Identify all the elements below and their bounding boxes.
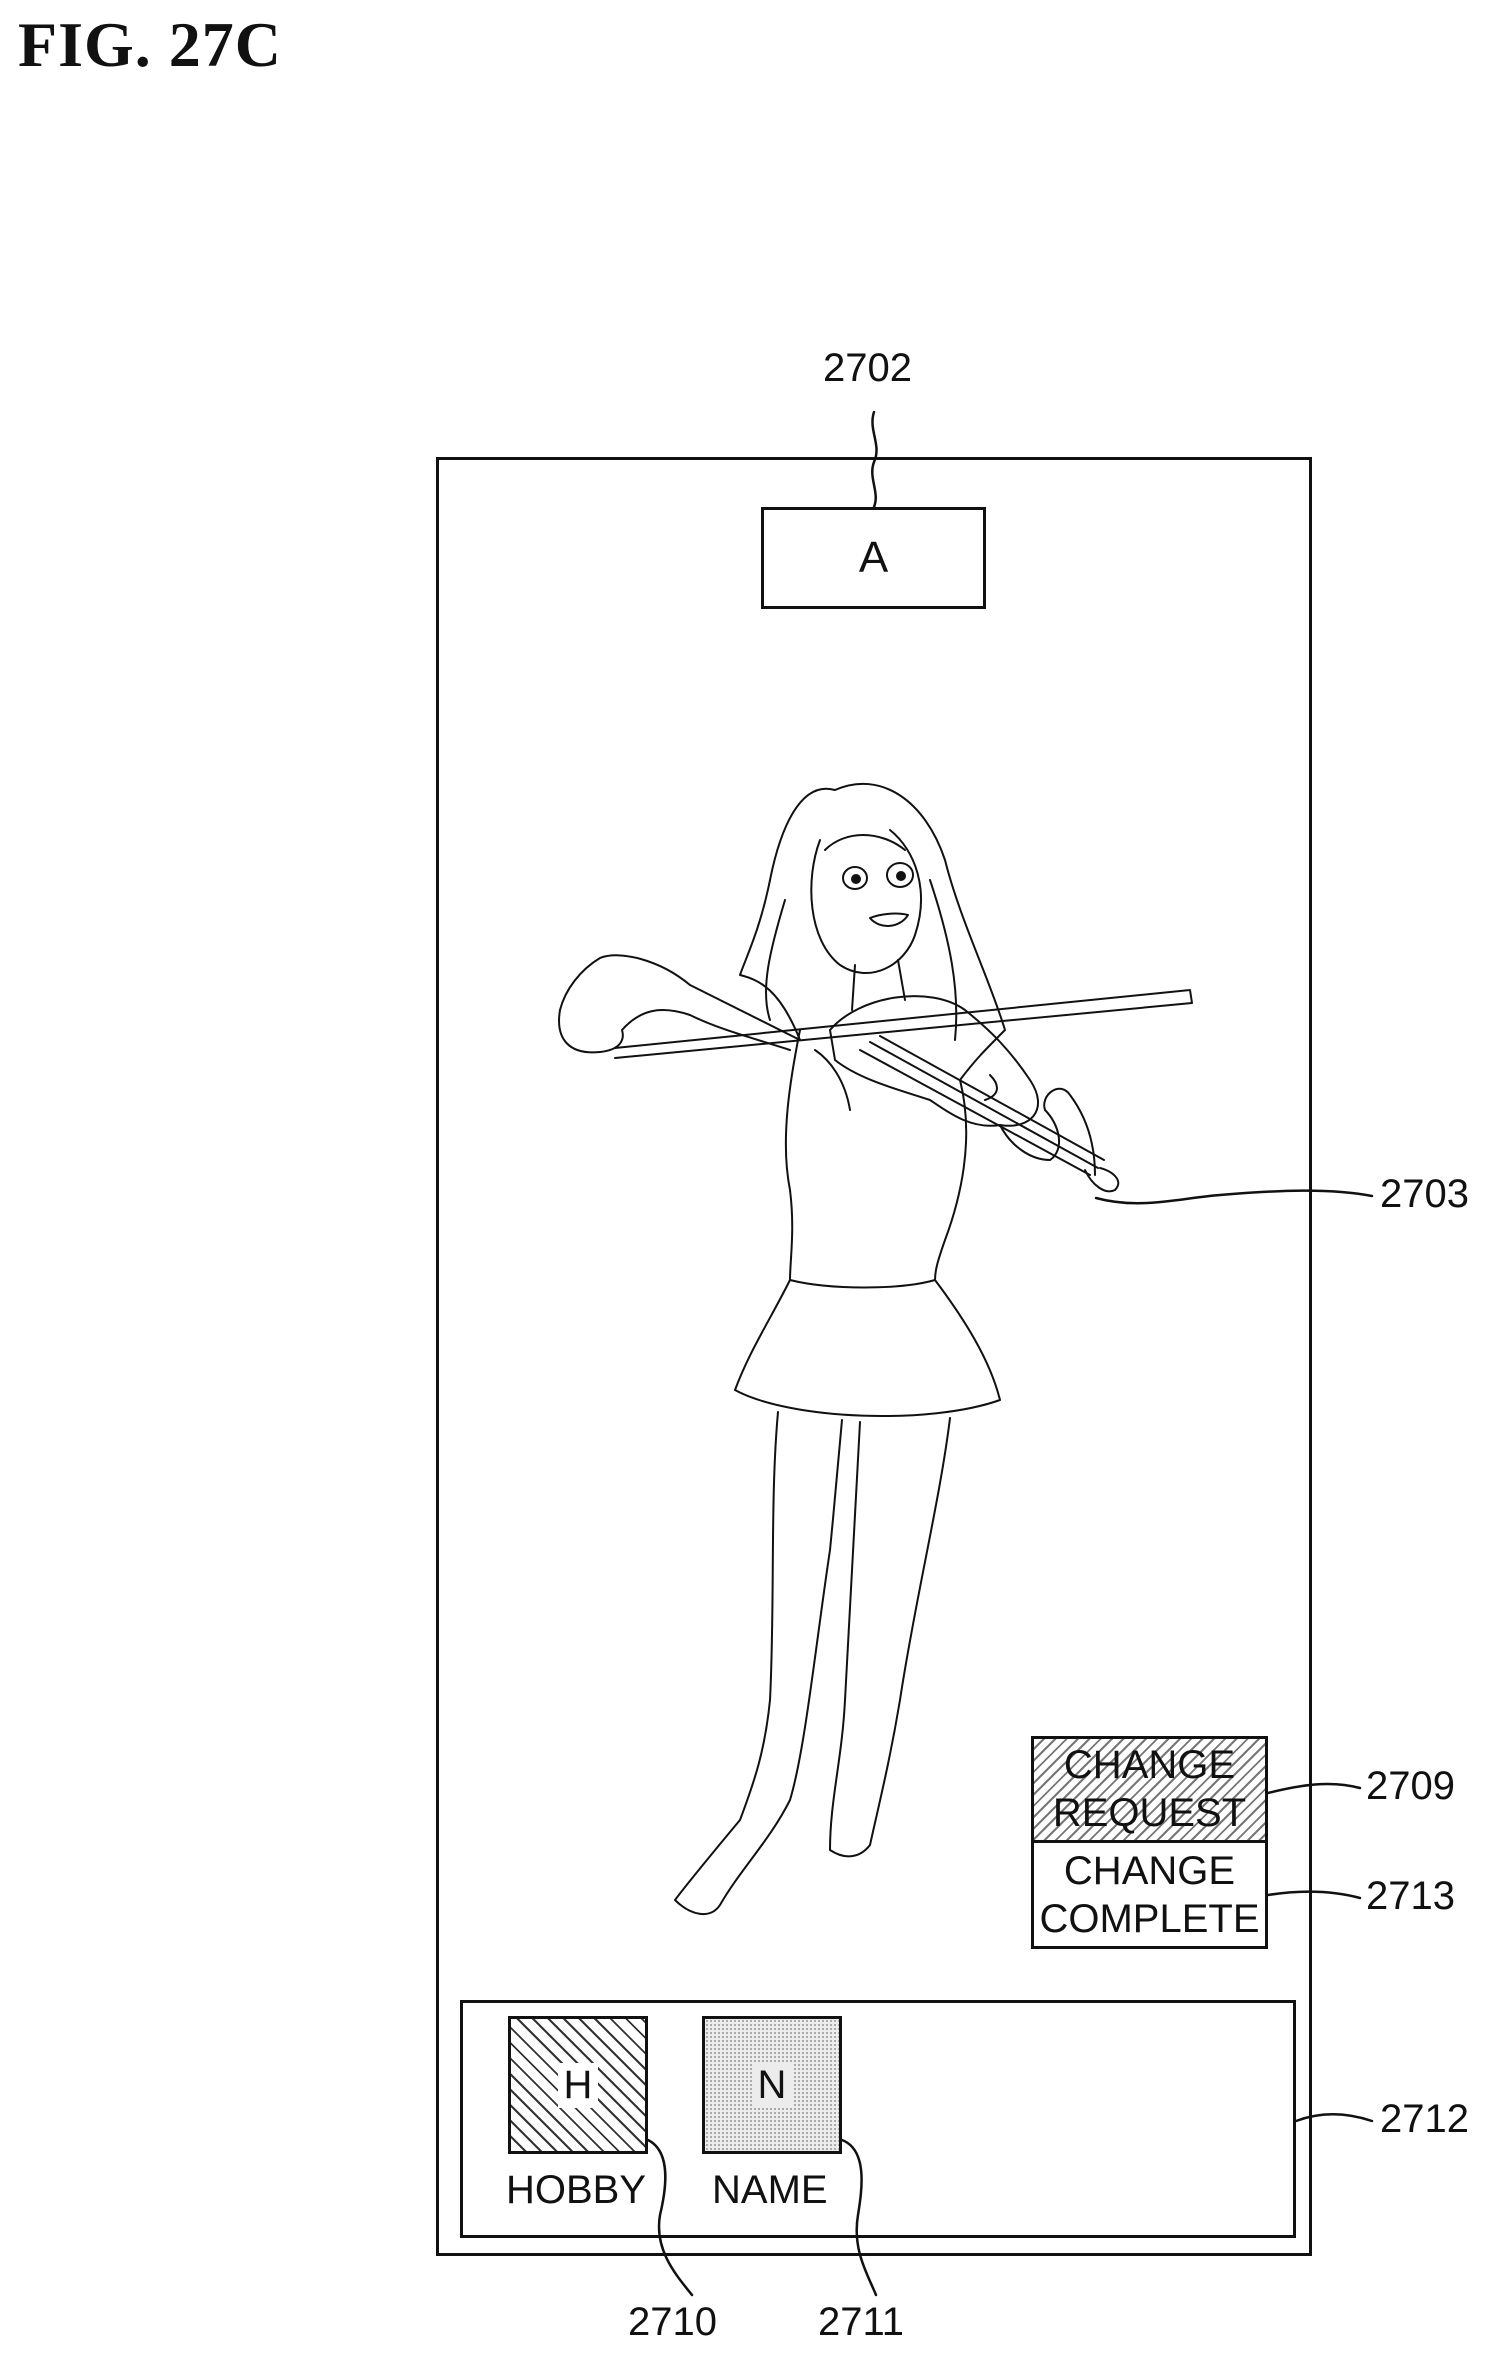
leader-line-2712 xyxy=(1296,2114,1372,2121)
face-outline xyxy=(811,830,921,973)
leader-line-2710 xyxy=(648,2140,692,2295)
ref-2711: 2711 xyxy=(818,2300,904,2345)
ref-2713: 2713 xyxy=(1366,1874,1455,1919)
violin-bow xyxy=(615,990,1192,1058)
hair-outline xyxy=(740,784,1005,1080)
leader-line-2703 xyxy=(1096,1191,1372,1204)
fingering-hand xyxy=(1000,1089,1095,1175)
leader-line-2702 xyxy=(872,412,876,507)
torso-outline xyxy=(786,960,966,1280)
violinist-illustration xyxy=(559,784,1192,1914)
leader-line-2709 xyxy=(1268,1784,1360,1793)
bow-arm xyxy=(559,955,800,1052)
ref-2710: 2710 xyxy=(628,2300,717,2345)
ref-2712: 2712 xyxy=(1380,2097,1469,2142)
ref-2702: 2702 xyxy=(823,346,912,391)
skirt-outline xyxy=(735,1280,1000,1416)
legs-outline xyxy=(675,1412,950,1914)
ref-2703: 2703 xyxy=(1380,1172,1469,1217)
leader-line-2713 xyxy=(1268,1892,1360,1898)
ref-2709: 2709 xyxy=(1366,1764,1455,1809)
leader-line-2711 xyxy=(842,2140,876,2295)
